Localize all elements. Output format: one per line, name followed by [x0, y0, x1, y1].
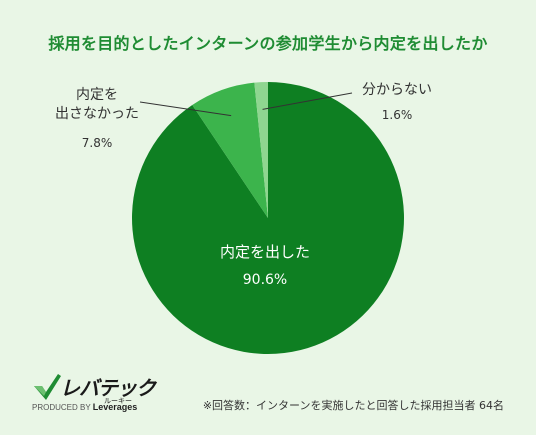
slice-label-0: 内定を出した: [219, 243, 310, 261]
leader-line-1: [139, 101, 232, 117]
slice-value-label-1: 7.8%: [81, 136, 113, 150]
produced-by-text: PRODUCED BY: [32, 403, 91, 412]
logo-name: レバテック: [60, 376, 156, 400]
logo-sub: ルーキー: [104, 397, 132, 405]
slice-value-label-0: 90.6%: [242, 272, 288, 288]
leader-line-2: [262, 92, 353, 110]
footnote: ※回答数：インターンを実施したと回答した採用担当者 64名: [202, 399, 504, 412]
leverages-logo: レバテック ルーキー PRODUCED BY Leverages: [32, 370, 162, 420]
checkmark-logo-icon: [34, 374, 61, 400]
pie-slice-1: [192, 82, 268, 218]
slice-label-1: 内定を 出さなかった: [55, 87, 139, 122]
brand-text: Leverages: [92, 402, 138, 412]
slice-label-2: 分からない: [362, 82, 432, 98]
slice-value-label-2: 1.6%: [381, 108, 413, 122]
chart-title: 採用を目的としたインターンの参加学生から内定を出したか: [48, 34, 488, 53]
logo-produced-by: PRODUCED BY Leverages: [32, 402, 137, 412]
pie-slice-2: [254, 82, 268, 218]
